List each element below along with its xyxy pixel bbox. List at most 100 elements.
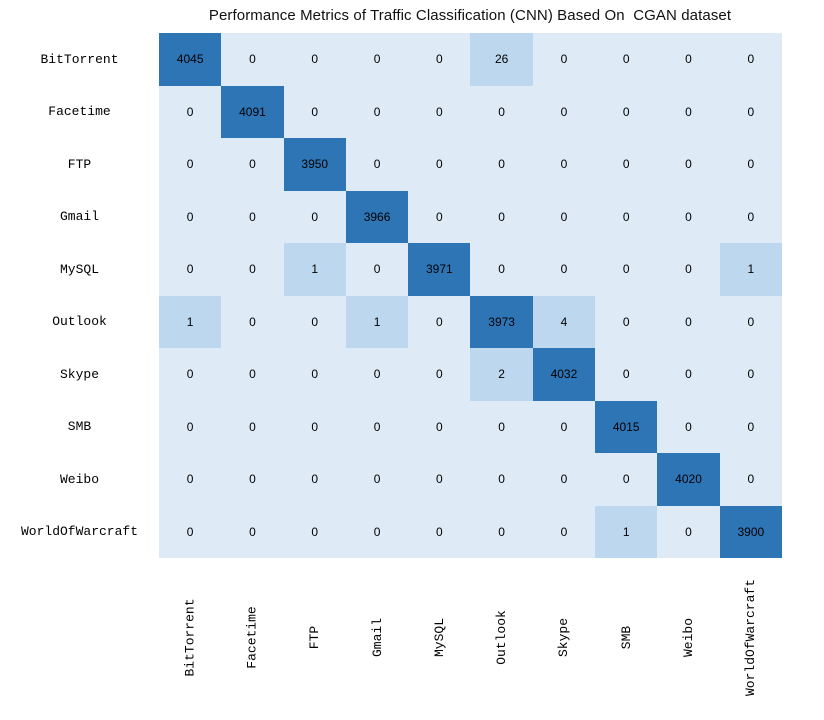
matrix-cell: 0 [657, 190, 720, 243]
matrix-cell: 0 [532, 138, 596, 191]
matrix-cell: 0 [657, 348, 720, 401]
matrix-cell: 0 [595, 243, 658, 296]
matrix-cell: 0 [408, 505, 471, 558]
matrix-cell: 0 [345, 138, 409, 191]
row-label: Outlook [52, 314, 107, 330]
col-label-text: Facetime [244, 605, 260, 669]
col-label: Gmail [346, 558, 408, 716]
matrix-cell: 0 [532, 33, 596, 86]
x-axis-labels: BitTorrent Facetime FTP Gmail MySQL Outlook Sk… [159, 558, 782, 716]
row-label: BitTorrent [40, 51, 119, 67]
matrix-cell: 26 [470, 33, 533, 86]
matrix-cell: 1 [719, 243, 782, 296]
matrix-cell: 0 [719, 190, 782, 243]
matrix-cell: 0 [159, 348, 222, 401]
matrix-cell: 0 [345, 33, 409, 86]
matrix-cell: 4020 [657, 453, 720, 506]
matrix-cell: 0 [595, 190, 658, 243]
col-label-text: FTP [307, 625, 323, 649]
matrix-cell: 0 [408, 400, 471, 453]
matrix-cell: 0 [532, 190, 596, 243]
matrix-cell: 0 [470, 243, 533, 296]
matrix-cell: 0 [595, 348, 658, 401]
matrix-cell: 4015 [595, 400, 658, 453]
row-label: FTP [67, 156, 92, 172]
matrix-cell: 3966 [345, 190, 409, 243]
matrix-cell: 0 [283, 348, 346, 401]
matrix-cell: 0 [532, 505, 596, 558]
matrix-cell: 0 [221, 400, 284, 453]
matrix-cell: 0 [345, 243, 409, 296]
matrix-cell: 0 [283, 85, 346, 138]
matrix-cell: 4 [532, 295, 596, 348]
row-label: Gmail [59, 209, 99, 225]
chart-title: Performance Metrics of Traffic Classific… [208, 7, 732, 24]
col-label: Weibo [657, 558, 719, 716]
matrix-cell: 0 [221, 505, 284, 558]
matrix-cell: 0 [595, 295, 658, 348]
matrix-cell: 0 [283, 453, 346, 506]
matrix-cell: 0 [221, 243, 284, 296]
matrix-cell: 0 [657, 295, 720, 348]
matrix-cell: 0 [657, 33, 720, 86]
matrix-cell: 0 [159, 85, 222, 138]
matrix-cell: 0 [283, 33, 346, 86]
matrix-cell: 0 [221, 138, 284, 191]
matrix-cell: 0 [221, 453, 284, 506]
matrix-cell: 0 [719, 348, 782, 401]
matrix-cell: 0 [345, 85, 409, 138]
matrix-cell: 0 [345, 505, 409, 558]
matrix-cell: 0 [159, 190, 222, 243]
matrix-cell: 0 [719, 453, 782, 506]
matrix-cell: 0 [719, 85, 782, 138]
matrix-cell: 0 [532, 243, 596, 296]
matrix-cell: 1 [159, 295, 222, 348]
matrix-cell: 0 [657, 138, 720, 191]
col-label-text: BitTorrent [182, 597, 198, 677]
matrix-cell: 0 [657, 243, 720, 296]
matrix-cell: 0 [159, 138, 222, 191]
matrix-cell: 0 [595, 33, 658, 86]
matrix-cell: 0 [470, 138, 533, 191]
matrix-cell: 0 [470, 190, 533, 243]
matrix-cell: 0 [221, 33, 284, 86]
matrix-cell: 0 [408, 33, 471, 86]
row-label: Weibo [59, 471, 99, 487]
matrix-cell: 0 [159, 453, 222, 506]
row-label: Facetime [48, 104, 111, 120]
col-label-text: Gmail [369, 617, 385, 657]
matrix-cell: 0 [470, 505, 533, 558]
matrix-cell: 1 [345, 295, 409, 348]
matrix-cell: 0 [657, 505, 720, 558]
col-label-text: MySQL [431, 617, 447, 657]
matrix-cell: 0 [159, 243, 222, 296]
col-label-text: WorldOfWarcraft [743, 578, 759, 696]
matrix-cell: 4091 [221, 85, 284, 138]
matrix-cell: 1 [595, 505, 658, 558]
matrix-cell: 0 [283, 505, 346, 558]
matrix-cell: 3971 [408, 243, 471, 296]
heatmap-grid: BitTorrent 4045 0 0 0 0 26 0 0 0 0 Facetime 0 4091 0 0 0… [0, 33, 782, 558]
matrix-cell: 0 [719, 295, 782, 348]
matrix-cell: 0 [470, 400, 533, 453]
matrix-cell: 0 [221, 348, 284, 401]
matrix-cell: 0 [719, 138, 782, 191]
matrix-cell: 0 [408, 85, 471, 138]
matrix-cell: 0 [159, 505, 222, 558]
matrix-cell: 0 [408, 295, 471, 348]
matrix-cell: 0 [159, 400, 222, 453]
matrix-cell: 0 [719, 400, 782, 453]
matrix-cell: 0 [595, 85, 658, 138]
matrix-cell: 0 [532, 85, 596, 138]
matrix-cell: 0 [345, 348, 409, 401]
matrix-cell: 0 [595, 138, 658, 191]
col-label: WorldOfWarcraft [720, 558, 782, 716]
matrix-cell: 2 [470, 348, 533, 401]
matrix-cell: 4032 [532, 348, 596, 401]
col-label: SMB [595, 558, 657, 716]
col-label: Outlook [470, 558, 532, 716]
matrix-cell: 3973 [470, 295, 533, 348]
col-label-text: Skype [556, 617, 572, 657]
col-label: FTP [284, 558, 346, 716]
